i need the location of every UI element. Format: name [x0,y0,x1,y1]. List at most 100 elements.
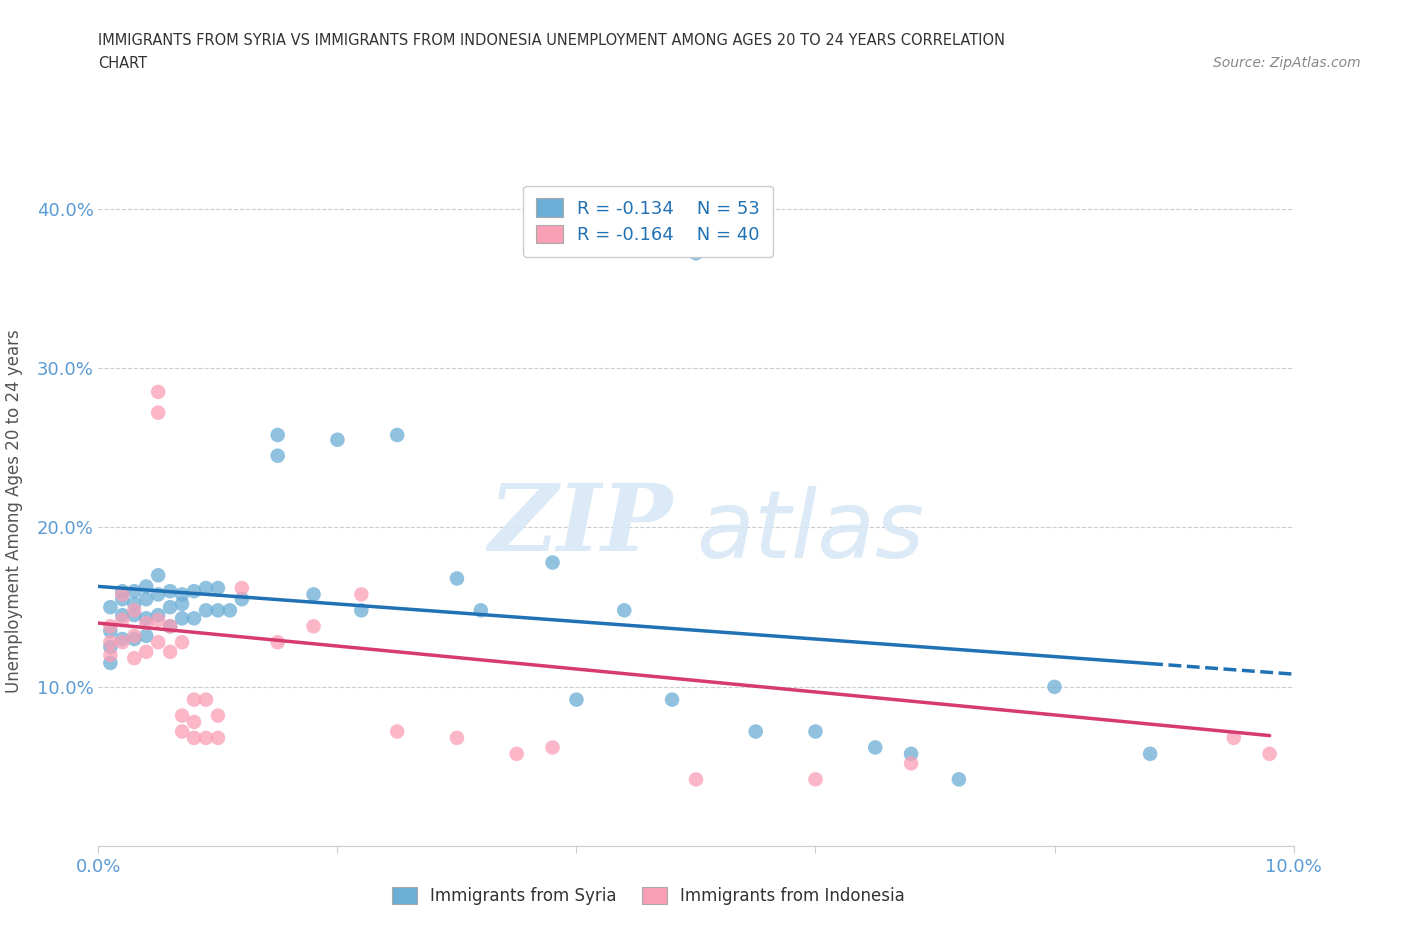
Point [98,600,122,615]
Point [159,600,181,615]
Text: IMMIGRANTS FROM SYRIA VS IMMIGRANTS FROM INDONESIA UNEMPLOYMENT AMONG AGES 20 TO: IMMIGRANTS FROM SYRIA VS IMMIGRANTS FROM… [98,33,1005,47]
Point [124,631,146,646]
Point [219,603,242,618]
Point [661,692,683,707]
Point [685,246,707,260]
Point [124,603,146,618]
Point [159,584,181,599]
Y-axis label: Unemployment Among Ages 20 to 24 years: Unemployment Among Ages 20 to 24 years [4,329,22,694]
Point [111,631,134,646]
Point [194,603,218,618]
Point [804,772,827,787]
Point [159,644,181,659]
Point [1258,747,1281,762]
Text: atlas: atlas [696,486,924,578]
Point [148,613,170,628]
Point [1223,730,1246,745]
Point [148,607,170,622]
Point [111,587,134,602]
Point [231,580,253,595]
Text: CHART: CHART [98,56,148,71]
Point [565,692,588,707]
Legend: Immigrants from Syria, Immigrants from Indonesia: Immigrants from Syria, Immigrants from I… [385,880,911,911]
Point [124,596,146,611]
Point [446,730,468,745]
Point [506,747,529,762]
Point [385,724,409,739]
Point [159,618,181,633]
Point [900,747,922,762]
Point [172,587,194,602]
Point [302,587,325,602]
Point [111,591,134,606]
Point [745,724,768,739]
Point [111,607,134,622]
Point [148,587,170,602]
Point [1043,680,1066,695]
Point [135,591,157,606]
Point [613,603,636,618]
Point [183,714,205,729]
Point [135,616,157,631]
Point [685,772,707,787]
Point [207,580,229,595]
Point [446,571,468,586]
Point [183,730,205,745]
Point [350,587,373,602]
Point [172,596,194,611]
Point [326,432,349,447]
Point [148,405,170,420]
Point [541,555,564,570]
Point [194,692,218,707]
Point [267,448,290,463]
Point [98,640,122,655]
Point [1139,747,1161,762]
Point [183,611,205,626]
Point [172,611,194,626]
Point [948,772,970,787]
Point [267,635,290,650]
Point [135,611,157,626]
Point [124,584,146,599]
Point [111,613,134,628]
Point [302,618,325,633]
Point [267,428,290,443]
Point [148,384,170,399]
Point [804,724,827,739]
Point [183,584,205,599]
Point [98,624,122,639]
Point [159,618,181,633]
Point [124,607,146,622]
Point [111,635,134,650]
Point [98,647,122,662]
Point [148,635,170,650]
Point [194,730,218,745]
Point [350,603,373,618]
Point [385,428,409,443]
Point [194,580,218,595]
Point [172,708,194,723]
Point [541,740,564,755]
Point [865,740,887,755]
Point [183,692,205,707]
Point [98,635,122,650]
Point [207,603,229,618]
Point [135,629,157,644]
Point [231,591,253,606]
Point [98,656,122,671]
Point [135,644,157,659]
Point [124,651,146,666]
Point [900,756,922,771]
Point [111,584,134,599]
Point [207,708,229,723]
Point [124,629,146,644]
Point [148,568,170,583]
Point [98,618,122,633]
Text: Source: ZipAtlas.com: Source: ZipAtlas.com [1213,56,1361,70]
Point [172,635,194,650]
Text: ZIP: ZIP [488,480,672,570]
Point [470,603,492,618]
Point [207,730,229,745]
Point [135,579,157,594]
Point [172,724,194,739]
